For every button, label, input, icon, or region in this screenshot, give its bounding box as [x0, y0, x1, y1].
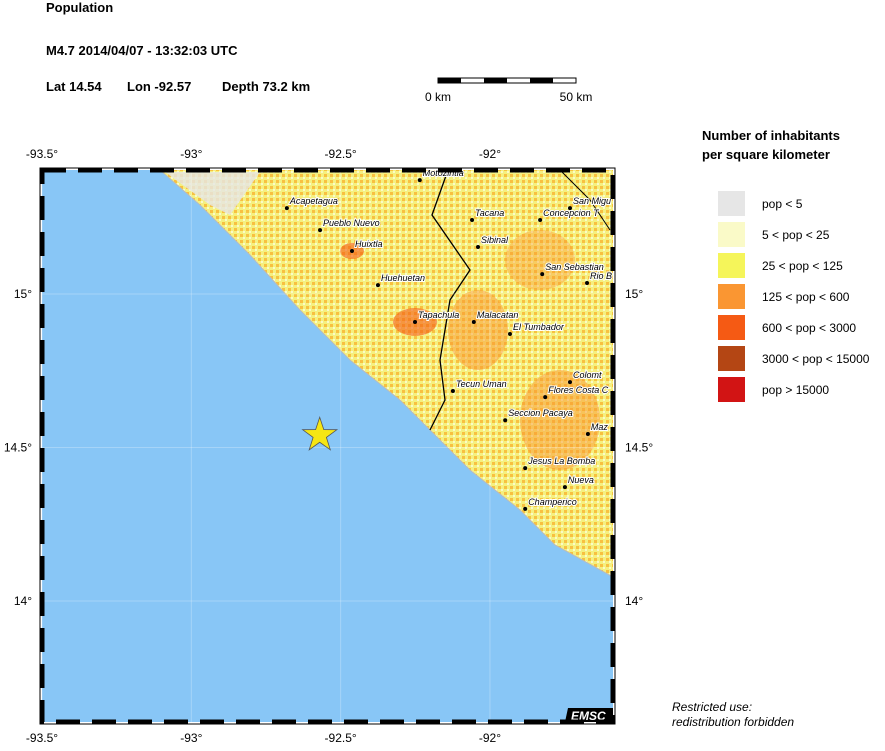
lon-tick-label: -92°: [479, 147, 501, 161]
city-dot: [375, 283, 380, 288]
city-dot: [523, 466, 528, 471]
city-dot: [585, 432, 590, 437]
city-dot: [540, 272, 545, 277]
depth: Depth 73.2 km: [222, 79, 310, 94]
city-label: Acapetagua: [289, 196, 338, 206]
lon-tick-label: -92.5°: [325, 731, 357, 745]
lon-tick-label: -92.5°: [325, 147, 357, 161]
city-label: Huehuetan: [381, 273, 425, 283]
legend-swatch: [718, 222, 745, 247]
city-dot: [585, 280, 590, 285]
scale-start: 0 km: [425, 90, 451, 104]
legend-label: 600 < pop < 3000: [762, 321, 856, 335]
city-dot: [318, 228, 323, 233]
city-dot: [450, 389, 455, 394]
city-label: El Tumbador: [513, 322, 565, 332]
legend-swatch: [718, 346, 745, 371]
city-dot: [471, 319, 476, 324]
lon-tick-label: -93°: [180, 147, 202, 161]
lat-tick-label: 14°: [625, 594, 643, 608]
legend-label: 125 < pop < 600: [762, 290, 850, 304]
lon: Lon -92.57: [127, 79, 191, 94]
legend-swatch: [718, 284, 745, 309]
city-dot: [349, 249, 354, 254]
scale-bar: 0 km 50 km: [425, 77, 593, 104]
city-dot: [567, 206, 572, 211]
city-dot: [507, 331, 512, 336]
epicenter-star: [301, 416, 339, 451]
city-label: Jesus La Bomba: [527, 456, 595, 466]
event-info: M4.7 2014/04/07 - 13:32:03 UTC: [46, 43, 238, 58]
city-label: Concepcion T: [543, 208, 600, 218]
city-label: Rio B: [590, 271, 612, 281]
city-label: Colomt: [573, 370, 602, 380]
lon-tick-label: -93.5°: [26, 731, 58, 745]
lon-tick-label: -93°: [180, 731, 202, 745]
title: Population: [46, 0, 113, 15]
city-dot: [562, 485, 567, 490]
city-label: Sibinal: [481, 235, 509, 245]
lon-tick-label: -93.5°: [26, 147, 58, 161]
city-label: Tacana: [475, 208, 504, 218]
legend-title: per square kilometer: [702, 147, 830, 162]
scale-end: 50 km: [560, 90, 593, 104]
city-dot: [413, 319, 418, 324]
city-dot: [476, 245, 481, 250]
legend-label: pop > 15000: [762, 383, 829, 397]
city-label: San Sebastian: [545, 262, 604, 272]
city-label: Flores Costa C: [548, 385, 609, 395]
legend-swatch: [718, 191, 745, 216]
brand: EMSC: [571, 709, 606, 723]
legend-swatch: [718, 253, 745, 278]
city-label: San Migu: [573, 196, 611, 206]
legend-swatch: [718, 377, 745, 402]
city-dot: [523, 506, 528, 511]
lat-tick-label: 14.5°: [625, 441, 653, 455]
city-label: Pueblo Nuevo: [323, 218, 380, 228]
lat: Lat 14.54: [46, 79, 102, 94]
city-dot: [567, 380, 572, 385]
lat-tick-label: 15°: [625, 287, 643, 301]
city-dot: [538, 218, 543, 223]
city-label: Motozintla: [423, 168, 464, 178]
legend-title: Number of inhabitants: [702, 128, 840, 143]
city-dot: [503, 418, 508, 423]
city-label: Tapachula: [418, 310, 459, 320]
city-label: Tecun Uman: [456, 379, 507, 389]
city-label: Seccion Pacaya: [508, 408, 573, 418]
map-border: [39, 167, 616, 725]
city-label: Champerico: [528, 497, 577, 507]
lat-tick-label: 14°: [14, 594, 32, 608]
city-label: Nueva: [568, 475, 594, 485]
lat-tick-label: 14.5°: [4, 441, 32, 455]
city-dot: [284, 206, 289, 211]
city-dot: [417, 178, 422, 183]
map-frame: [39, 167, 616, 725]
lat-tick-label: 15°: [14, 287, 32, 301]
legend-label: pop < 5: [762, 197, 803, 211]
legend-label: 25 < pop < 125: [762, 259, 843, 273]
city-label: Malacatan: [477, 310, 519, 320]
city-label: Huixtla: [355, 239, 383, 249]
footer-note: redistribution forbidden: [672, 715, 794, 729]
legend-swatch: [718, 315, 745, 340]
lon-tick-label: -92°: [479, 731, 501, 745]
city-dot: [543, 395, 548, 400]
legend-label: 5 < pop < 25: [762, 228, 830, 242]
city-label: Maz: [591, 422, 609, 432]
city-dot: [470, 218, 475, 223]
legend-label: 3000 < pop < 15000: [762, 352, 870, 366]
footer-note: Restricted use:: [672, 700, 752, 714]
